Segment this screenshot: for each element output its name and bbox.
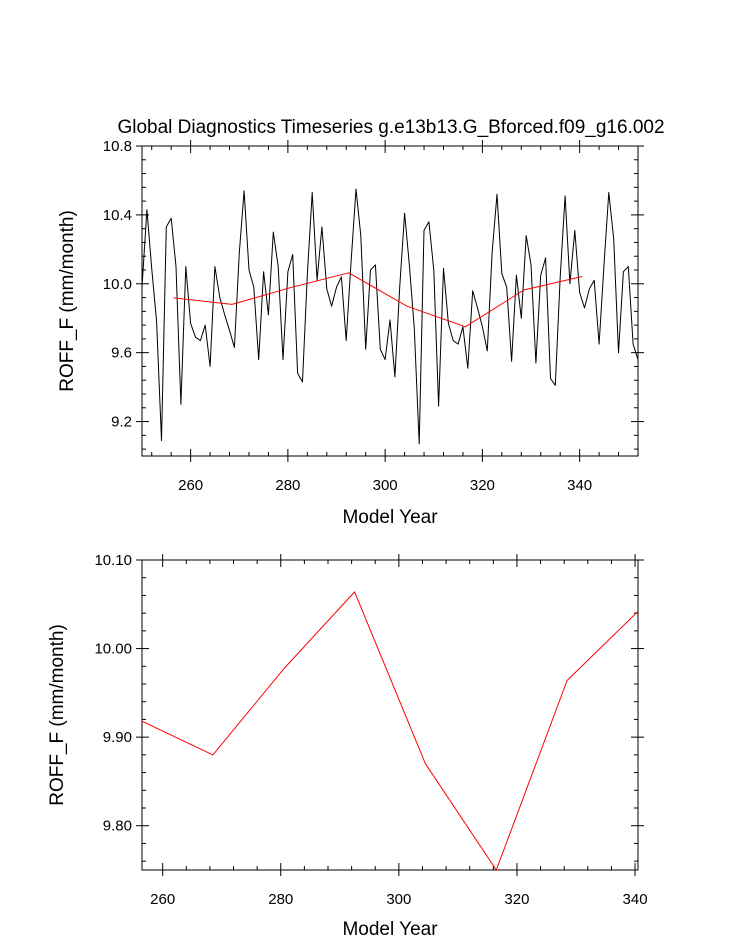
y-axis: 9.80 9.90 10.00 10.10 (94, 552, 644, 862)
x-tick-label: 280 (268, 891, 293, 908)
x-tick-label: 340 (567, 477, 592, 494)
y-tick-label: 10.00 (94, 641, 132, 658)
plot-frame (141, 145, 639, 457)
x-axis-title: Model Year (342, 507, 438, 528)
series-line-running-mean (141, 591, 639, 871)
x-axis-title: Model Year (342, 919, 438, 940)
x-axis: 260 280 300 320 340 (151, 140, 639, 494)
y-tick-label: 10.8 (103, 138, 132, 155)
plot-frame (141, 559, 639, 871)
y-tick-label: 10.4 (103, 207, 132, 224)
y-tick-label: 9.80 (103, 818, 132, 835)
series-group (141, 188, 639, 445)
running-mean-panel: 9.80 9.90 10.00 10.10 260 280 300 320 340 Model… (47, 552, 648, 940)
y-tick-label: 10.0 (103, 276, 132, 293)
series-group (141, 591, 639, 871)
series-line-running-mean (173, 272, 583, 328)
x-tick-label: 340 (623, 891, 648, 908)
x-tick-label: 260 (178, 477, 203, 494)
x-tick-label: 260 (150, 891, 175, 908)
series-line-annual (141, 188, 639, 445)
x-tick-label: 280 (275, 477, 300, 494)
x-tick-label: 320 (504, 891, 529, 908)
y-tick-label: 9.2 (111, 414, 132, 431)
y-axis-title: ROFF_F (mm/month) (57, 210, 78, 392)
x-tick-label: 300 (373, 477, 398, 494)
y-tick-label: 9.6 (111, 345, 132, 362)
x-tick-label: 320 (470, 477, 495, 494)
y-axis: 9.2 9.6 10.0 10.4 10.8 (103, 138, 644, 450)
x-axis: 260 280 300 320 340 (150, 554, 648, 908)
chart-title: Global Diagnostics Timeseries g.e13b13.G… (117, 117, 664, 138)
y-axis-title: ROFF_F (mm/month) (47, 624, 68, 806)
y-tick-label: 10.10 (94, 552, 132, 569)
timeseries-panel: Global Diagnostics Timeseries g.e13b13.G… (57, 117, 665, 528)
x-tick-label: 300 (386, 891, 411, 908)
y-tick-label: 9.90 (103, 729, 132, 746)
